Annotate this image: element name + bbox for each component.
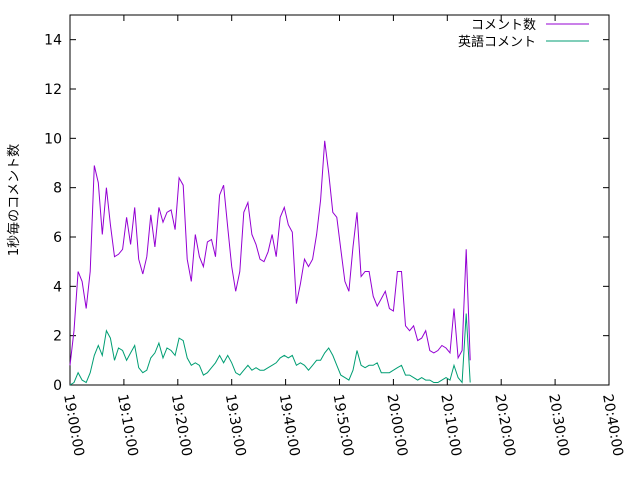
x-tick-label: 19:10:00: [114, 393, 141, 458]
series-line-1: [69, 140, 471, 366]
x-tick-label: 19:40:00: [276, 393, 303, 458]
legend-label: コメント数: [471, 18, 536, 33]
x-tick-label: 20:10:00: [437, 393, 464, 458]
y-tick-label: 12: [44, 82, 62, 98]
y-tick-label: 0: [53, 378, 62, 394]
x-tick-label: 19:30:00: [222, 393, 249, 458]
plot-frame: [69, 14, 610, 386]
y-axis-title: 1秒毎のコメント数: [6, 144, 22, 256]
x-tick-label: 19:50:00: [330, 393, 357, 458]
x-tick-label: 20:30:00: [545, 393, 572, 458]
x-tick-label: 20:00:00: [383, 393, 410, 458]
x-tick-label: 19:20:00: [168, 393, 195, 458]
x-tick-label: 19:00:00: [60, 393, 87, 458]
series-layer: [69, 140, 471, 386]
y-tick-label: 2: [53, 329, 62, 345]
y-tick-label: 10: [44, 131, 62, 147]
x-tick-label: 20:20:00: [491, 393, 518, 458]
y-tick-label: 8: [53, 181, 62, 197]
y-axis: 0 2 4 6 8 10 12 14: [44, 33, 609, 394]
legend-label: 英語コメント: [458, 34, 536, 50]
y-tick-label: 14: [44, 33, 62, 49]
y-tick-label: 4: [53, 279, 62, 295]
y-tick-label: 6: [53, 230, 62, 246]
x-tick-label: 20:40:00: [599, 393, 626, 458]
plot-area: [69, 14, 610, 386]
series-line-2: [69, 313, 471, 386]
x-axis: 19:00:00 19:10:00 19:20:00 19:30:00 19:40:00…: [60, 15, 626, 458]
